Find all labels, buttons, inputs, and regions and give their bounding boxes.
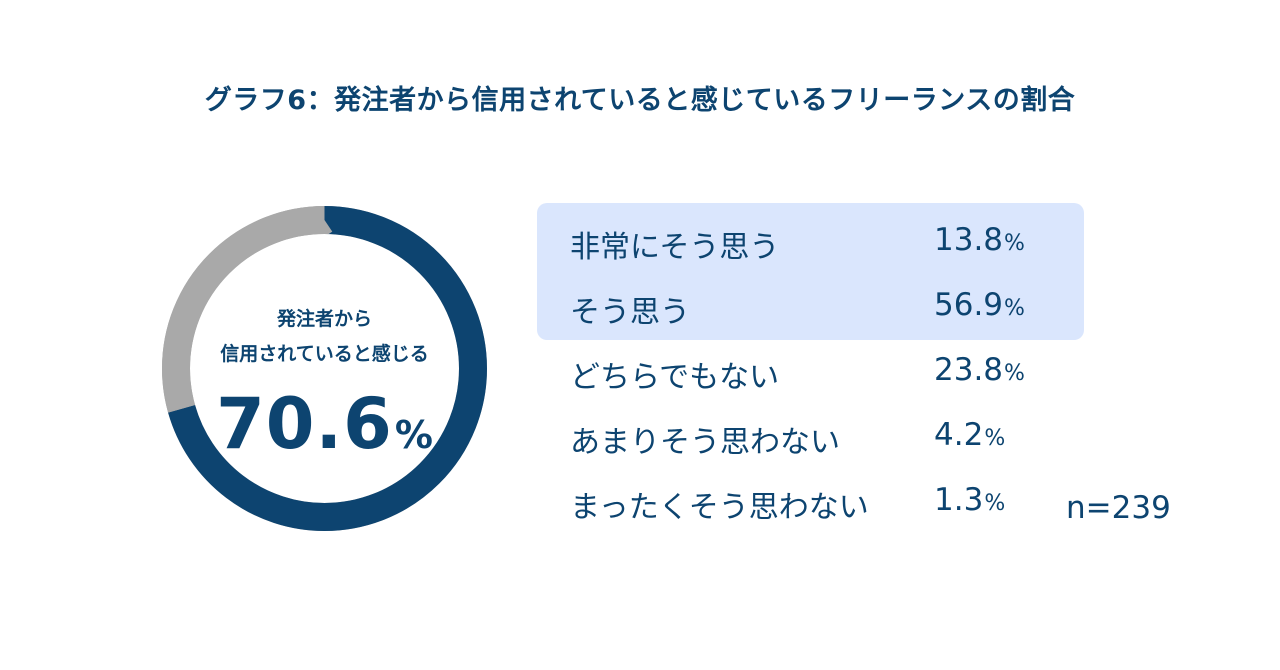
legend-value-neutral: 23.8% — [934, 352, 1025, 388]
legend-label-strongly-agree: 非常にそう思う — [570, 230, 780, 265]
legend-label-strongly-disagree: まったくそう思わない — [570, 490, 869, 525]
donut-segment-other — [162, 206, 487, 531]
legend-value-number: 13.8 — [934, 222, 1004, 258]
legend-value-unit: % — [1004, 231, 1025, 256]
legend-label-agree: そう思う — [570, 295, 690, 330]
center-label-line2: 信用されていると感じる — [220, 343, 429, 365]
center-label-line1: 発注者から — [276, 308, 372, 330]
legend-label-neutral: どちらでもない — [570, 360, 780, 395]
chart-title: グラフ6：発注者から信用されていると感じているフリーランスの割合 — [204, 85, 1076, 116]
legend-label-disagree: あまりそう思わない — [570, 425, 840, 460]
legend-value-number: 1.3 — [934, 482, 984, 518]
legend-value-number: 56.9 — [934, 287, 1004, 323]
donut-svg — [162, 206, 487, 531]
center-value-number: 70.6 — [216, 383, 393, 465]
center-value: 70.6% — [162, 389, 487, 459]
sample-size-label: n=239 — [1066, 490, 1171, 526]
legend-highlight — [537, 203, 1084, 340]
legend-value-strongly-disagree: 1.3% — [934, 482, 1005, 518]
legend-value-number: 4.2 — [934, 417, 984, 453]
donut-chart: 発注者から 信用されていると感じる 70.6% — [162, 206, 487, 531]
legend-value-strongly-agree: 13.8% — [934, 222, 1025, 258]
legend-value-unit: % — [1004, 361, 1025, 386]
legend-value-unit: % — [984, 491, 1006, 516]
legend-value-disagree: 4.2% — [934, 417, 1005, 453]
legend-value-unit: % — [1004, 296, 1025, 321]
legend-value-number: 23.8 — [934, 352, 1004, 388]
center-value-unit: % — [394, 413, 433, 457]
legend-value-agree: 56.9% — [934, 287, 1025, 323]
legend-value-unit: % — [984, 426, 1006, 451]
